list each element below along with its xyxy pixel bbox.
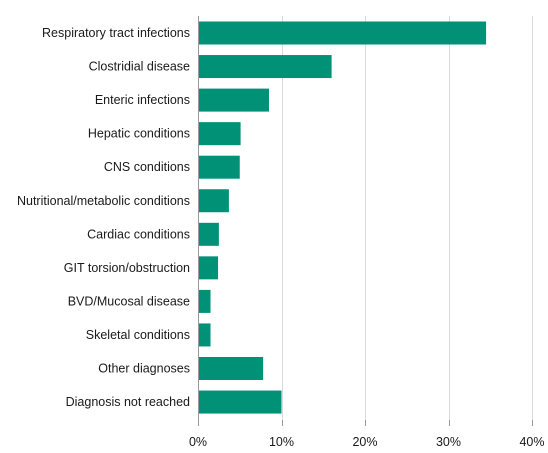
- category-label-2: Enteric infections: [95, 93, 190, 107]
- category-label-1: Clostridial disease: [89, 60, 190, 74]
- category-label-0: Respiratory tract infections: [42, 26, 190, 40]
- category-label-8: BVD/Mucosal disease: [68, 294, 190, 308]
- bar-11: [198, 390, 282, 414]
- category-label-10: Other diagnoses: [98, 362, 190, 376]
- bar-1: [198, 55, 332, 79]
- category-label-11: Diagnosis not reached: [66, 395, 190, 409]
- bar-7: [198, 256, 219, 280]
- bar-3: [198, 122, 241, 146]
- bar-4: [198, 155, 240, 179]
- bar-2: [198, 88, 269, 112]
- x-tick-label-40: 40%: [519, 435, 544, 449]
- x-tick-labels: 0% 10% 20% 30% 40%: [189, 435, 545, 449]
- axes: [198, 16, 533, 426]
- grid-lines: [282, 16, 533, 420]
- category-labels: Respiratory tract infections Clostridial …: [17, 26, 190, 409]
- category-label-7: GIT torsion/obstruction: [64, 261, 190, 275]
- bar-0: [198, 21, 487, 45]
- x-tick-label-20: 20%: [352, 435, 377, 449]
- category-label-3: Hepatic conditions: [88, 127, 190, 141]
- x-tick-label-0: 0%: [189, 435, 207, 449]
- category-label-6: Cardiac conditions: [87, 227, 190, 241]
- bar-10: [198, 357, 264, 380]
- bars: [198, 21, 487, 414]
- bar-8: [198, 289, 211, 313]
- category-label-5: Nutritional/metabolic conditions: [17, 194, 190, 208]
- x-tick-label-30: 30%: [436, 435, 461, 449]
- category-label-9: Skeletal conditions: [86, 328, 190, 342]
- category-label-4: CNS conditions: [104, 160, 190, 174]
- bar-5: [198, 189, 229, 213]
- x-tick-label-10: 10%: [269, 435, 294, 449]
- bar-9: [198, 323, 211, 347]
- bar-6: [198, 222, 219, 246]
